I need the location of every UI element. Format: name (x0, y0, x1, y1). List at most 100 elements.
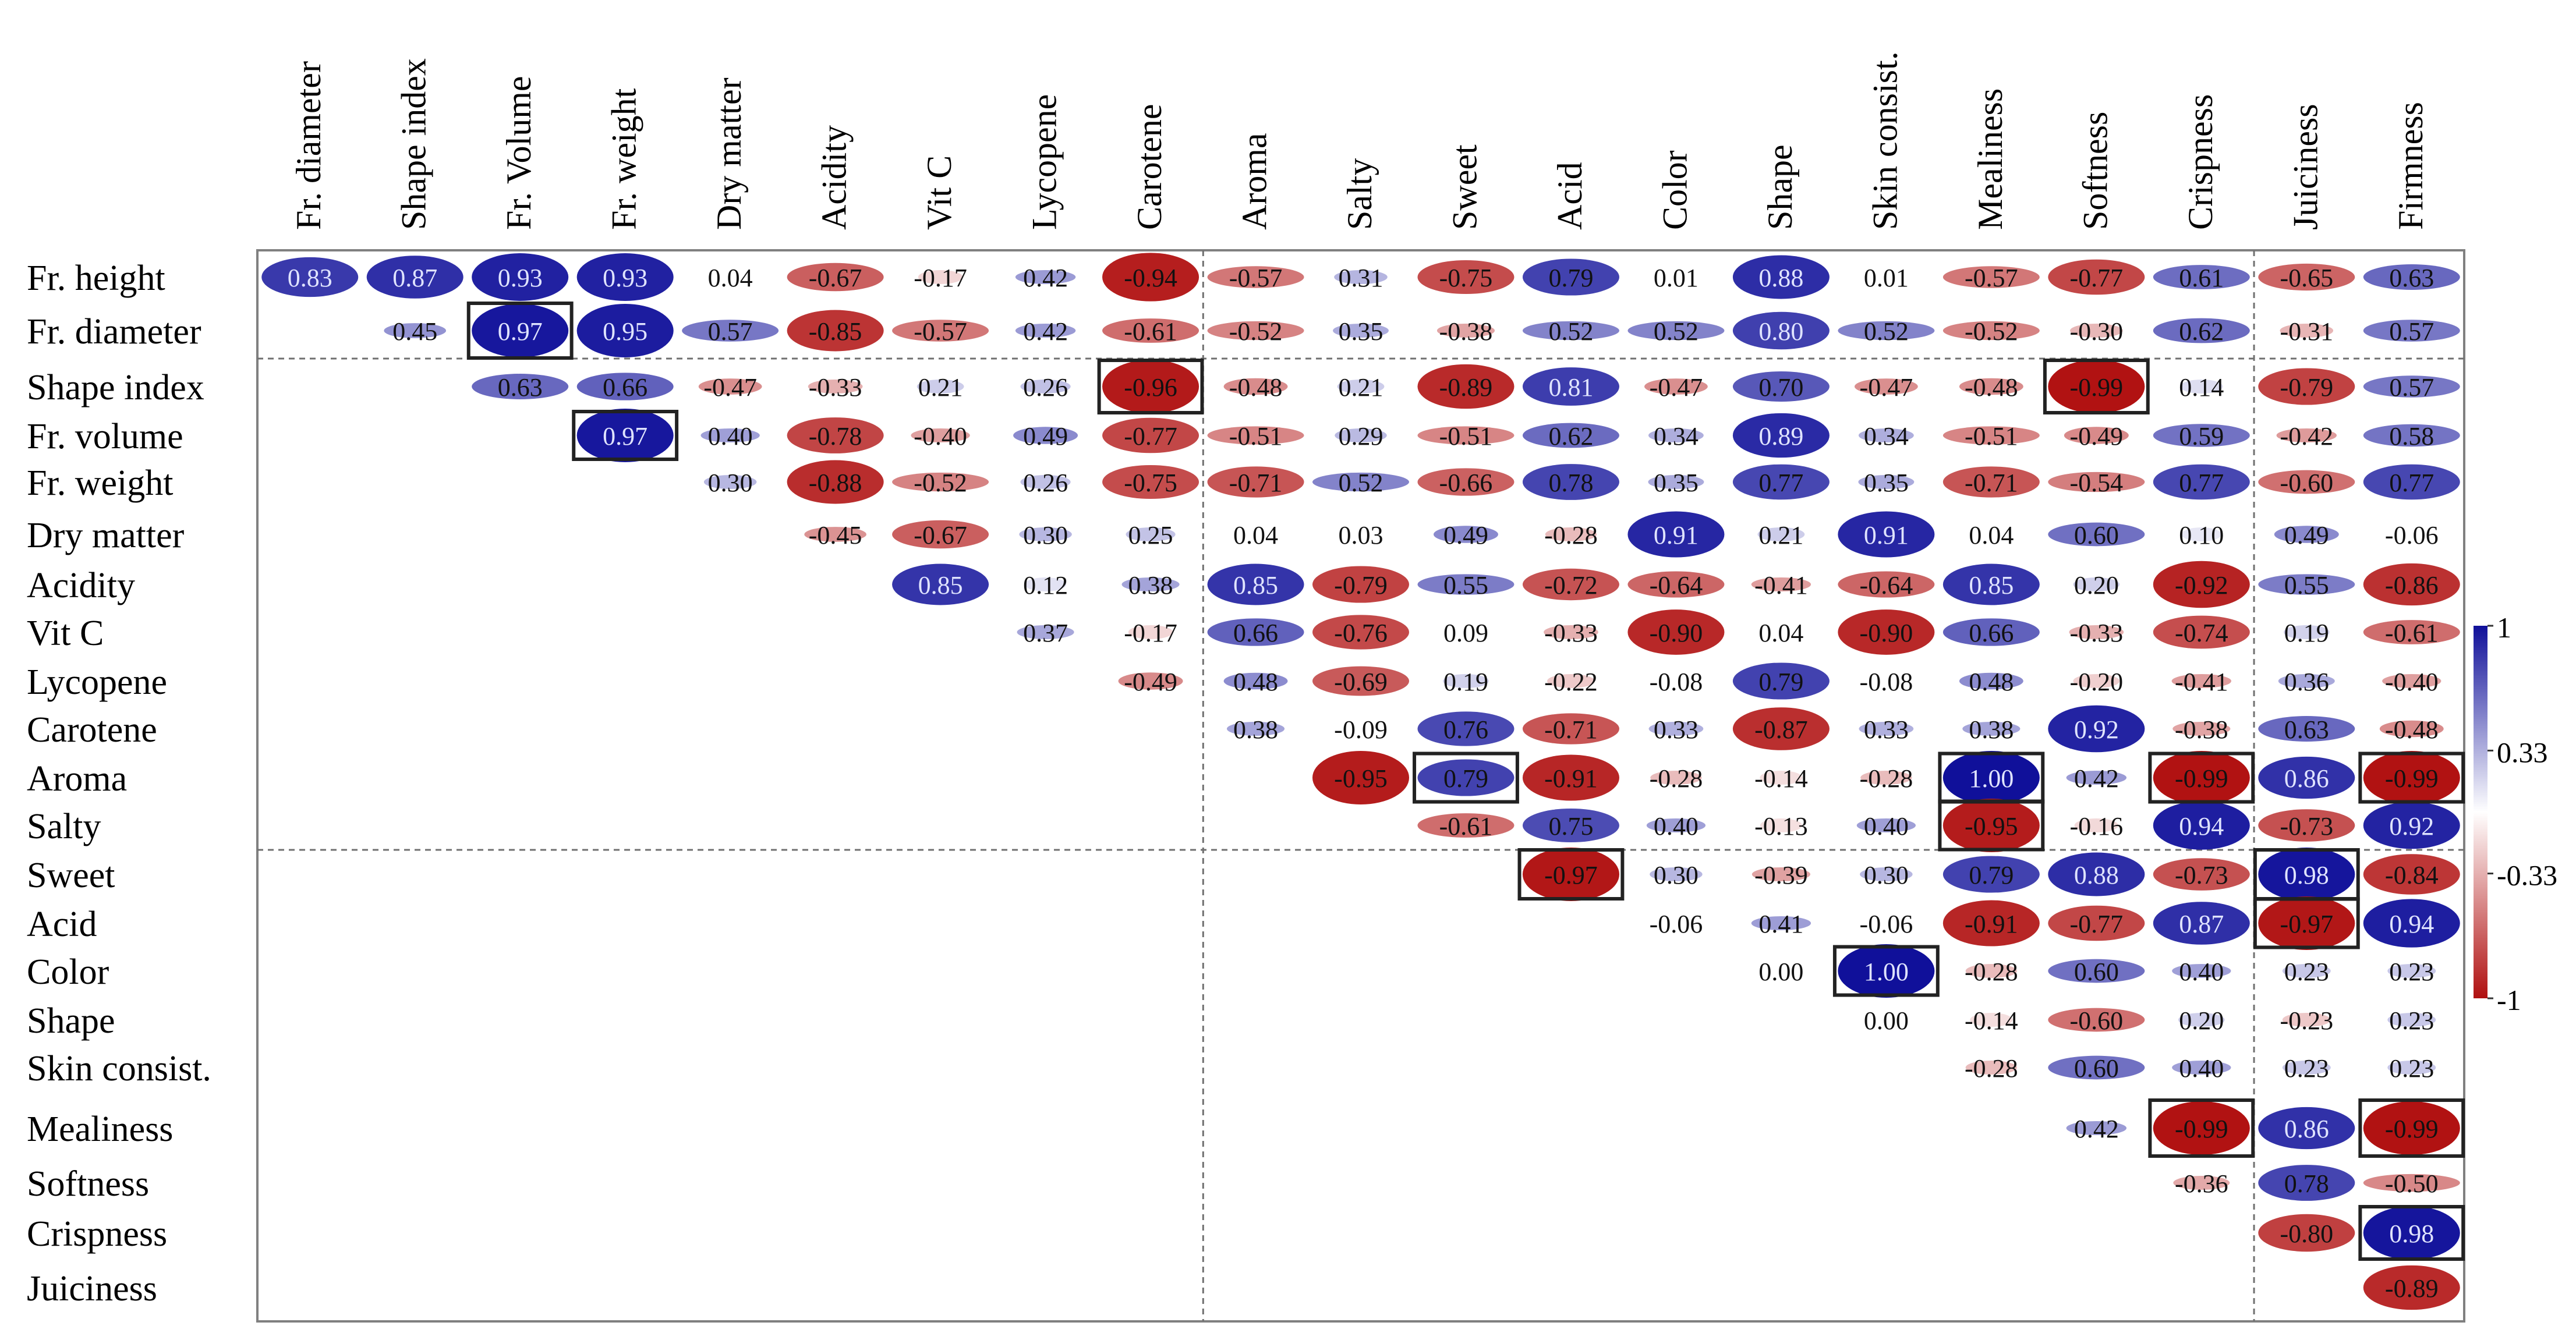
correlation-value: -0.47 (1860, 373, 1913, 402)
correlation-ellipse (2153, 464, 2250, 500)
correlation-cell: -0.65 (2258, 263, 2355, 292)
correlation-cell: 0.26 (1020, 373, 1071, 402)
correlation-value: 0.40 (1864, 812, 1909, 841)
correlation-cell: -0.71 (1942, 466, 2040, 498)
correlation-value: 0.20 (2179, 1006, 2224, 1035)
column-label: Acid (1551, 162, 1589, 230)
correlation-ellipse (2178, 1013, 2225, 1027)
correlation-value: 0.36 (2284, 668, 2329, 696)
colorbar: 1 0.33 -0.33 -1 (2474, 611, 2557, 1016)
correlation-value: -0.86 (2385, 571, 2439, 600)
correlation-value: -0.52 (914, 469, 967, 497)
correlation-ellipse (2153, 265, 2250, 289)
correlation-ellipse (1337, 380, 1385, 394)
correlation-cell: 0.48 (1223, 668, 1288, 696)
correlation-value: -0.71 (1229, 469, 1283, 497)
highlight-box (2358, 1205, 2465, 1261)
correlation-ellipse (1128, 625, 1173, 639)
correlation-cell: -0.09 (1334, 715, 1388, 744)
correlation-ellipse (2153, 424, 2250, 447)
correlation-value: -0.73 (2280, 812, 2333, 841)
row-label: Fr. volume (27, 417, 183, 456)
correlation-cell: 0.42 (1015, 317, 1076, 346)
correlation-cell: -0.17 (1124, 619, 1177, 647)
correlation-value: -0.73 (2175, 861, 2228, 889)
correlation-ellipse (1751, 867, 1811, 881)
correlation-cell: 0.23 (2387, 958, 2436, 986)
correlation-ellipse (2066, 771, 2127, 785)
correlation-ellipse (1417, 759, 1515, 796)
correlation-cell: -0.80 (2258, 1214, 2355, 1252)
correlation-value: -0.47 (703, 373, 757, 402)
correlation-cell: -0.47 (698, 373, 762, 402)
correlation-ellipse (1959, 378, 2023, 395)
correlation-ellipse (892, 320, 989, 342)
correlation-cell: -0.87 (1732, 707, 1830, 750)
correlation-cell: 0.10 (2179, 521, 2224, 550)
correlation-ellipse (2363, 751, 2460, 804)
correlation-cell: 0.42 (2066, 764, 2127, 793)
correlation-value: 0.88 (2074, 861, 2119, 889)
correlation-ellipse (1020, 380, 1071, 394)
correlation-ellipse (2280, 324, 2334, 338)
correlation-ellipse (2382, 674, 2441, 688)
correlation-value: 0.25 (1128, 521, 1173, 550)
highlight-box (2043, 359, 2150, 414)
correlation-value: -0.14 (1754, 764, 1808, 793)
correlation-ellipse (1118, 672, 1183, 690)
correlation-cell: -0.97 (1522, 848, 1619, 901)
correlation-ellipse (1102, 465, 1199, 499)
correlation-ellipse (1017, 625, 1074, 639)
correlation-cell: 0.00 (1758, 958, 1803, 986)
correlation-value: 0.23 (2389, 1054, 2434, 1083)
correlation-cell: -0.06 (1650, 910, 1703, 938)
row-label: Color (27, 952, 109, 992)
correlation-ellipse (2172, 722, 2231, 736)
correlation-cell: -0.64 (1838, 571, 1935, 600)
correlation-cell: -0.28 (1965, 958, 2018, 986)
correlation-value: 0.83 (288, 264, 332, 292)
correlation-cell: 0.81 (1522, 367, 1619, 406)
correlation-ellipse (2048, 705, 2145, 753)
column-label: Shape index (395, 58, 433, 230)
correlation-cell: -0.48 (2379, 715, 2444, 744)
correlation-ellipse (700, 428, 760, 442)
correlation-ellipse (918, 270, 963, 284)
correlation-cell: 1.00 (1942, 751, 2040, 804)
correlation-cell: 0.93 (472, 253, 569, 301)
correlation-ellipse (1838, 571, 1935, 598)
row-label: Dry matter (27, 516, 185, 555)
correlation-cell: 0.41 (1751, 910, 1811, 938)
row-label: Sweet (27, 856, 115, 895)
correlation-cell: 0.85 (892, 563, 989, 605)
correlation-ellipse (1942, 321, 2040, 341)
highlight-box (2253, 897, 2360, 949)
colorbar-tick-label: -1 (2497, 984, 2521, 1016)
correlation-ellipse (1942, 266, 2040, 288)
correlation-cell: -0.52 (892, 469, 989, 497)
correlation-cell: 0.86 (2258, 756, 2355, 799)
correlation-ellipse (2064, 427, 2129, 444)
correlation-value: 0.01 (1654, 264, 1699, 292)
row-label: Aroma (27, 759, 127, 799)
correlation-cell: 0.57 (2363, 373, 2460, 402)
correlation-cell: 0.45 (384, 317, 447, 346)
correlation-cell: 0.58 (2363, 422, 2460, 451)
correlation-ellipse (1646, 818, 1706, 832)
row-label: Crispness (27, 1214, 167, 1254)
correlation-value: 0.75 (1548, 812, 1593, 841)
correlation-value: 0.57 (2389, 373, 2434, 402)
correlation-ellipse (2048, 472, 2145, 492)
correlation-ellipse (1522, 568, 1619, 601)
correlation-ellipse (2258, 809, 2355, 842)
correlation-cell: -0.47 (1644, 373, 1708, 402)
correlation-value: 0.97 (498, 317, 543, 346)
correlation-value: -0.99 (2385, 764, 2439, 793)
correlation-value: 0.95 (603, 317, 647, 346)
correlation-cell: 0.20 (2073, 571, 2120, 600)
correlation-cell: -0.97 (2258, 896, 2355, 950)
correlation-value: -0.96 (1124, 373, 1177, 402)
correlation-ellipse (2363, 1206, 2460, 1260)
correlation-value: -0.40 (2385, 668, 2439, 696)
correlation-cell: 0.01 (1654, 264, 1699, 292)
